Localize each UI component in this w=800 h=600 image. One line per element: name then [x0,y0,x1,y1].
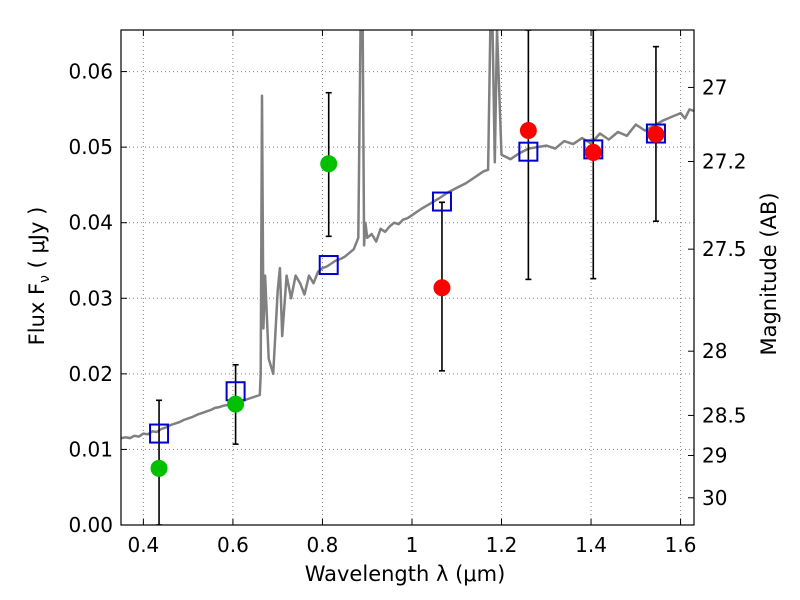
y-tick-label: 0.04 [68,211,113,235]
y2-axis-title: Magnitude (AB) [757,192,781,355]
y2-tick-label: 28.5 [702,403,747,427]
grid-lines [121,30,694,526]
red-data-point [433,279,451,297]
y-tick-label: 0.06 [68,60,113,84]
x-tick-label: 0.8 [307,533,339,557]
y-tick-label: 0.03 [68,286,113,310]
x-tick-label: 1.6 [665,533,697,557]
green-data-point [320,155,338,173]
green-data-point [150,459,168,477]
y2-tick-label: 27.5 [702,237,747,261]
x-tick-label: 0.4 [127,533,159,557]
red-data-point [519,122,537,140]
model-photometry-square [518,141,539,162]
y-tick-label: 0.01 [68,437,113,461]
y-tick-label: 0.00 [68,513,113,537]
x-tick-label: 1 [406,533,419,557]
plot-frame [120,29,695,526]
y-tick-label: 0.02 [68,362,113,386]
model-photometry-square [149,423,170,444]
template-spectrum-line [121,30,694,440]
green-data-point [227,395,245,413]
y-axis-title-subscript: ν [37,275,53,283]
x-tick-label: 0.6 [217,533,249,557]
y2-tick-label: 29 [702,443,727,467]
y-axis-title-main: Flux F [25,283,49,345]
y-tick-label: 0.05 [68,135,113,159]
x-tick-label: 1.2 [486,533,518,557]
red-data-point [647,125,665,143]
x-axis-title: Wavelength λ (μm) [305,562,506,586]
y-axis-title: Flux Fν ( μJy ) [25,207,53,346]
y-axis-title-unit: ( μJy ) [25,207,49,275]
model-photometry-square [431,191,452,212]
y2-tick-label: 28 [702,339,727,363]
model-photometry-square [318,255,339,276]
y2-tick-label: 30 [702,486,727,510]
axes: 0.4 0.6 0.8 1 1.2 1.4 1.6 0.00 0.01 0.02 0.03 0.04 0… [68,30,747,557]
y2-tick-label: 27.2 [702,149,747,173]
x-tick-label: 1.4 [575,533,607,557]
plot-area [121,30,694,525]
y2-tick-label: 27 [702,75,727,99]
red-data-point [584,143,602,161]
